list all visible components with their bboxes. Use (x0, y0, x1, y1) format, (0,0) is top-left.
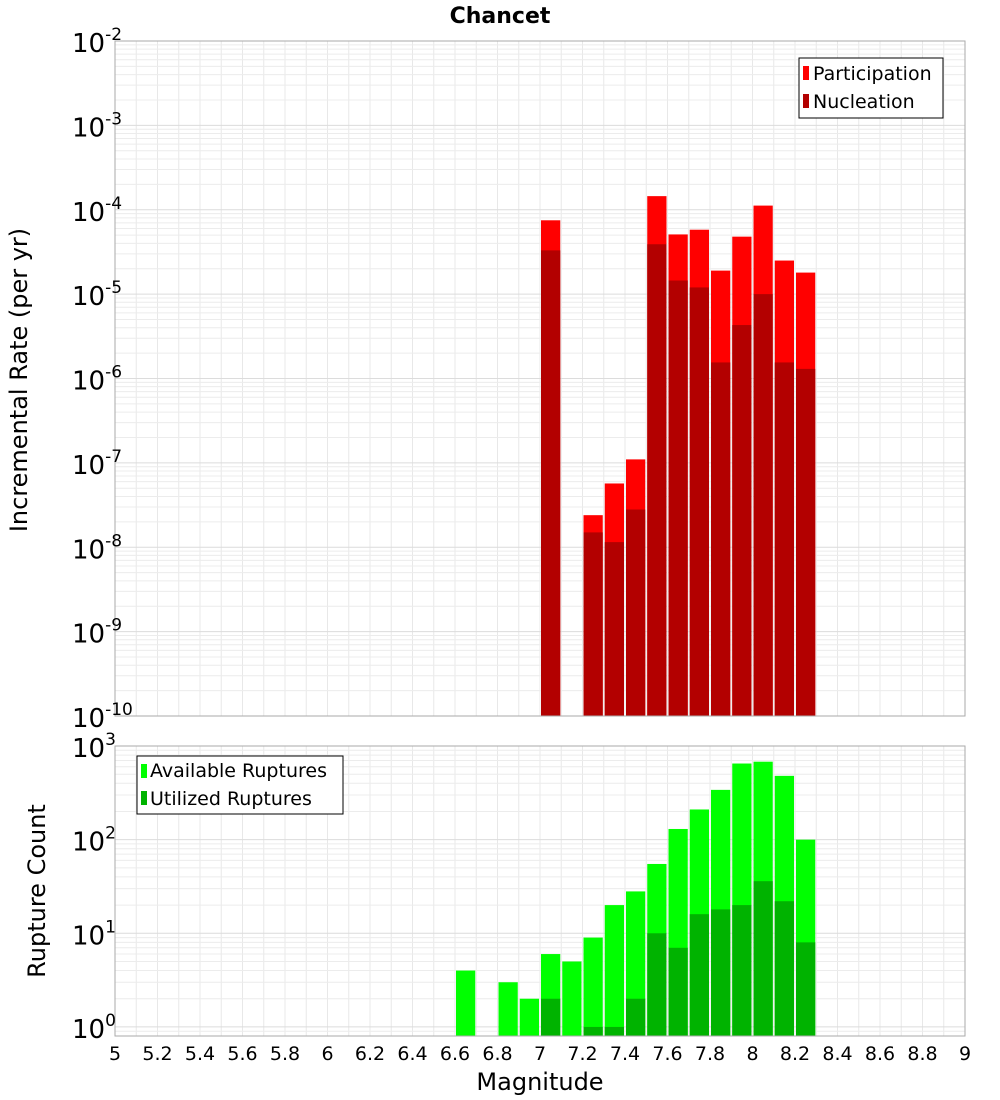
bar-utilized-ruptures (626, 998, 646, 1036)
bar-utilized-ruptures (711, 909, 731, 1036)
legend-swatch-nucleation (803, 94, 809, 108)
bar-nucleation (626, 509, 646, 716)
top-y-tick-label: 10-8 (72, 531, 122, 565)
bar-available-ruptures (604, 905, 624, 1036)
x-tick-label: 5 (109, 1043, 121, 1065)
bar-available-ruptures (562, 961, 582, 1036)
bar-utilized-ruptures (774, 901, 794, 1036)
bottom-legend-box (136, 755, 344, 815)
top-y-tick-label: 10-2 (72, 25, 122, 59)
x-tick-label: 5.4 (185, 1043, 215, 1065)
legend-swatch-participation (803, 66, 809, 80)
legend-label-nucleation: Nucleation (813, 91, 915, 113)
x-tick-label: 6.8 (482, 1043, 512, 1065)
bar-nucleation (541, 250, 561, 717)
x-tick-label: 6.2 (355, 1043, 385, 1065)
top-y-tick-label: 10-9 (72, 616, 122, 650)
bar-available-ruptures (498, 982, 518, 1036)
top-y-tick-label: 10-3 (72, 109, 122, 143)
bar-utilized-ruptures (796, 942, 816, 1036)
x-tick-label: 7.8 (695, 1043, 725, 1065)
legend-label-participation: Participation (813, 63, 932, 85)
legend-label-available: Available Ruptures (150, 760, 327, 782)
bottom-y-tick-label: 101 (72, 917, 116, 951)
x-tick-label: 7.2 (567, 1043, 597, 1065)
x-tick-label: 5.2 (142, 1043, 172, 1065)
bar-available-ruptures (456, 970, 476, 1036)
bar-available-ruptures (583, 937, 603, 1036)
x-tick-label: 5.8 (270, 1043, 300, 1065)
legend-swatch-available (141, 764, 147, 778)
x-axis-title: Magnitude (476, 1068, 603, 1096)
top-legend: Participation Nucleation (798, 57, 944, 119)
bar-nucleation (796, 368, 816, 716)
top-y-tick-label: 10-10 (72, 700, 133, 734)
x-tick-label: 6.4 (397, 1043, 427, 1065)
bar-utilized-ruptures (604, 1026, 624, 1036)
top-y-tick-label: 10-5 (72, 278, 122, 312)
x-tick-label: 8.6 (865, 1043, 895, 1065)
top-y-ticks: 10-10 10-9 10-8 10-7 10-6 10-5 10-4 10-3 10-2 (72, 25, 133, 734)
x-tick-label: 8.8 (907, 1043, 937, 1065)
x-tick-label: 7.4 (610, 1043, 640, 1065)
bar-nucleation (774, 362, 794, 716)
bar-utilized-ruptures (647, 933, 667, 1036)
bottom-legend: Available Ruptures Utilized Ruptures (136, 755, 344, 815)
x-ticks: 5 5.2 5.4 5.6 5.8 6 6.2 6.4 6.6 6.8 7 7.2 7.4 7.6 7.8 8… (109, 1043, 971, 1065)
bar-nucleation (753, 294, 773, 716)
bar-nucleation (604, 542, 624, 716)
top-y-tick-label: 10-6 (72, 363, 122, 397)
legend-swatch-utilized (141, 791, 147, 805)
top-y-axis-title: Incremental Rate (per yr) (5, 228, 33, 532)
x-tick-label: 6.6 (440, 1043, 470, 1065)
x-tick-label: 5.6 (227, 1043, 257, 1065)
x-tick-label: 7.6 (652, 1043, 682, 1065)
top-plot-area (114, 40, 966, 717)
bar-nucleation (732, 325, 752, 716)
x-tick-label: 8.2 (780, 1043, 810, 1065)
bottom-y-tick-label: 100 (72, 1011, 116, 1045)
chart-title: Chancet (450, 4, 551, 29)
bar-nucleation (689, 287, 709, 716)
top-legend-box (798, 57, 944, 119)
bottom-y-ticks: 100 101 102 103 (72, 730, 116, 1045)
bar-utilized-ruptures (668, 947, 688, 1036)
x-tick-label: 8 (746, 1043, 758, 1065)
bottom-y-axis-title: Rupture Count (23, 804, 51, 978)
x-tick-label: 6 (321, 1043, 333, 1065)
bar-utilized-ruptures (732, 905, 752, 1036)
bottom-y-tick-label: 102 (72, 824, 116, 858)
bar-nucleation (711, 362, 731, 716)
bar-nucleation (668, 280, 688, 716)
bar-available-ruptures (519, 998, 539, 1036)
bottom-y-tick-label: 103 (72, 730, 116, 764)
top-bars (541, 196, 816, 717)
bar-utilized-ruptures (583, 1026, 603, 1036)
bar-nucleation (583, 532, 603, 716)
bar-utilized-ruptures (541, 998, 561, 1036)
x-tick-label: 9 (959, 1043, 971, 1065)
bottom-bars (456, 761, 816, 1036)
bar-utilized-ruptures (689, 914, 709, 1036)
x-tick-label: 7 (534, 1043, 546, 1065)
top-y-tick-label: 10-7 (72, 447, 122, 481)
bar-nucleation (647, 244, 667, 717)
top-y-tick-label: 10-4 (72, 194, 122, 228)
legend-label-utilized: Utilized Ruptures (150, 788, 312, 810)
x-tick-label: 8.4 (822, 1043, 852, 1065)
bar-utilized-ruptures (753, 881, 773, 1036)
top-grid (114, 40, 966, 717)
